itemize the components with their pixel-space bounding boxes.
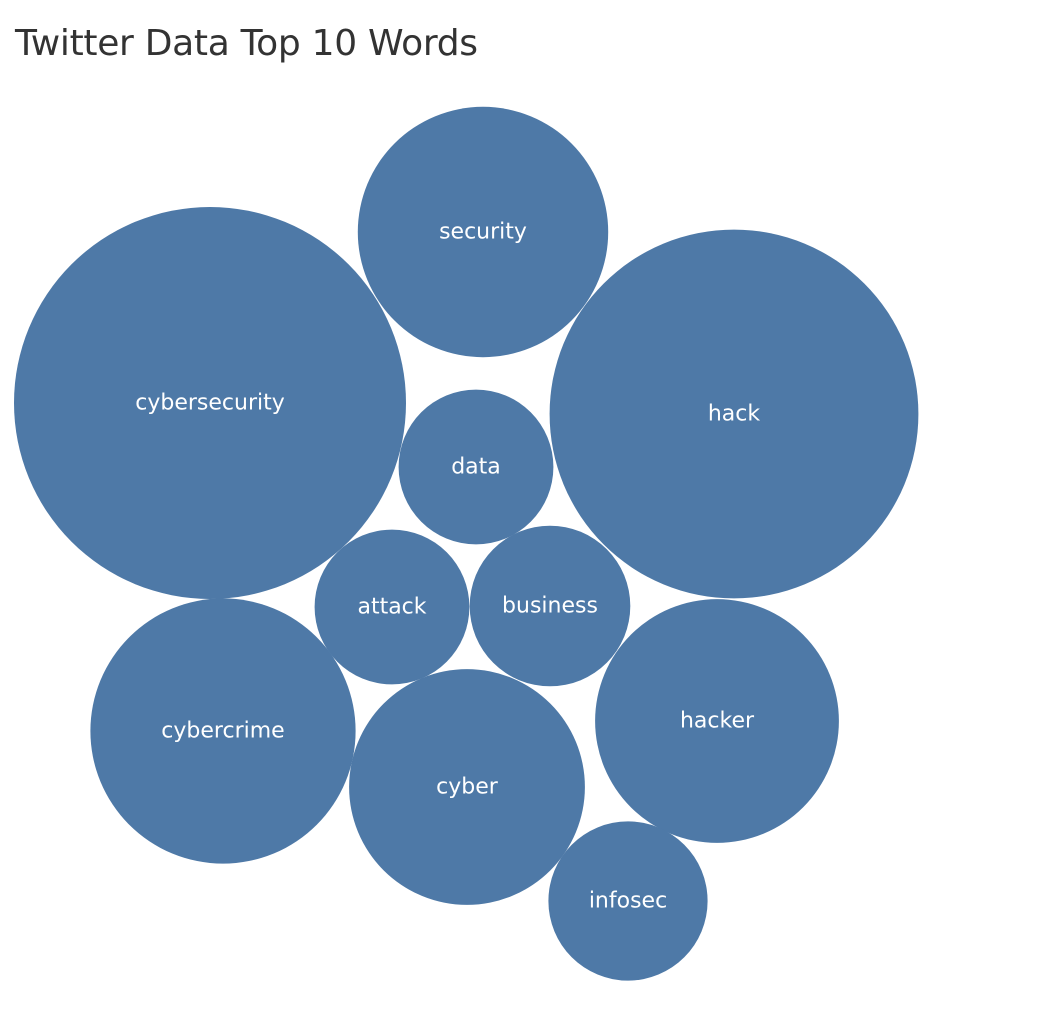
bubble-cybercrime[interactable]: cybercrime [90,598,356,864]
bubble-business[interactable]: business [469,525,631,687]
bubble-label-attack: attack [357,595,426,620]
bubble-circle-hack[interactable] [549,229,919,599]
bubble-cyber[interactable]: cyber [349,669,585,905]
bubble-circle-business[interactable] [469,525,631,687]
bubble-circle-data[interactable] [398,389,554,545]
bubble-label-business: business [502,594,598,619]
bubble-label-hack: hack [708,402,761,427]
bubble-label-hacker: hacker [680,709,755,734]
bubble-label-infosec: infosec [589,889,667,914]
bubble-circle-security[interactable] [357,106,609,358]
bubble-circle-attack[interactable] [314,529,470,685]
bubble-data[interactable]: data [398,389,554,545]
bubble-security[interactable]: security [357,106,609,358]
bubble-label-cybersecurity: cybersecurity [135,391,285,416]
bubble-hacker[interactable]: hacker [595,599,839,843]
bubble-circle-hacker[interactable] [595,599,839,843]
bubble-label-security: security [439,220,527,245]
bubble-circle-cyber[interactable] [349,669,585,905]
bubble-label-cyber: cyber [436,775,499,800]
bubble-circle-infosec[interactable] [548,821,708,981]
bubble-label-cybercrime: cybercrime [161,719,284,744]
bubble-circle-cybersecurity[interactable] [14,207,406,599]
bubble-label-data: data [451,455,501,480]
bubble-cybersecurity[interactable]: cybersecurity [14,207,406,599]
bubble-attack[interactable]: attack [314,529,470,685]
bubble-hack[interactable]: hack [549,229,919,599]
chart-title: Twitter Data Top 10 Words [15,23,478,64]
bubble-infosec[interactable]: infosec [548,821,708,981]
bubble-circle-cybercrime[interactable] [90,598,356,864]
